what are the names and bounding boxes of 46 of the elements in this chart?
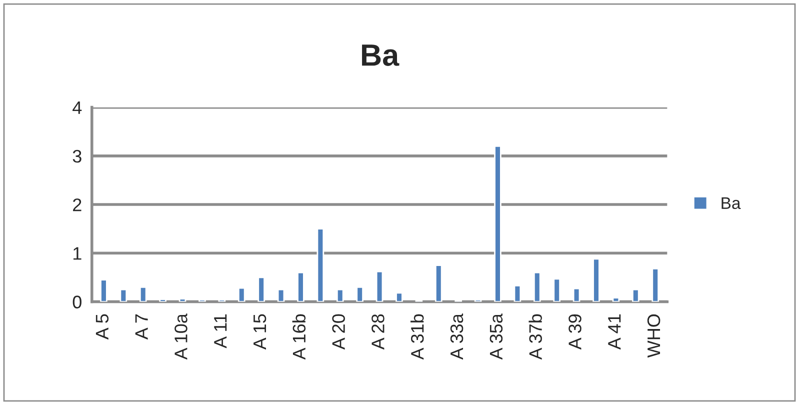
x-tick-label: A 16b xyxy=(292,314,306,360)
bar xyxy=(297,272,304,302)
bar xyxy=(592,258,600,302)
x-tick-label: A 15 xyxy=(254,314,266,350)
x-tick-label: A 41 xyxy=(608,314,621,350)
y-tick-label: 1 xyxy=(74,247,82,260)
bar xyxy=(572,288,580,302)
bar xyxy=(396,292,403,302)
bar xyxy=(376,270,384,302)
bar xyxy=(139,286,147,302)
bar xyxy=(159,298,166,302)
x-tick-label: A 35a xyxy=(490,314,503,360)
x-tick-label: A 28 xyxy=(372,314,384,350)
bar xyxy=(632,288,640,302)
y-tick-label: 2 xyxy=(73,198,82,212)
bar xyxy=(612,297,620,302)
y-tick-label: 4 xyxy=(72,101,82,114)
x-tick-label: A 5 xyxy=(96,314,109,340)
bar xyxy=(316,228,324,302)
x-tick-label: A 10a xyxy=(174,314,188,360)
bar xyxy=(494,146,502,302)
x-tick-label: A 37b xyxy=(528,314,542,360)
x-tick-label: A 11 xyxy=(214,314,227,348)
chart-title: Ba xyxy=(362,44,400,66)
bar xyxy=(277,288,285,302)
x-tick-label: A 39 xyxy=(568,314,582,350)
x-tick-label: A 20 xyxy=(332,314,345,350)
bar xyxy=(258,276,265,302)
bar xyxy=(120,288,128,302)
legend-label: Ba xyxy=(722,197,741,210)
bar xyxy=(514,284,522,302)
x-tick-label: WHO xyxy=(647,314,660,358)
bar xyxy=(100,279,108,302)
bar xyxy=(434,264,442,302)
y-tick-label: 0 xyxy=(72,296,82,308)
x-tick-label: A 31b xyxy=(410,314,424,360)
bar xyxy=(356,286,364,302)
y-tick-label: 3 xyxy=(72,150,82,163)
x-tick-label: A 33a xyxy=(450,314,464,360)
bar xyxy=(336,288,344,302)
bar xyxy=(533,272,541,302)
bar xyxy=(652,268,659,302)
bar xyxy=(553,278,560,302)
x-tick-label: A 7 xyxy=(135,314,148,340)
bar xyxy=(178,298,186,302)
bar xyxy=(238,287,246,302)
